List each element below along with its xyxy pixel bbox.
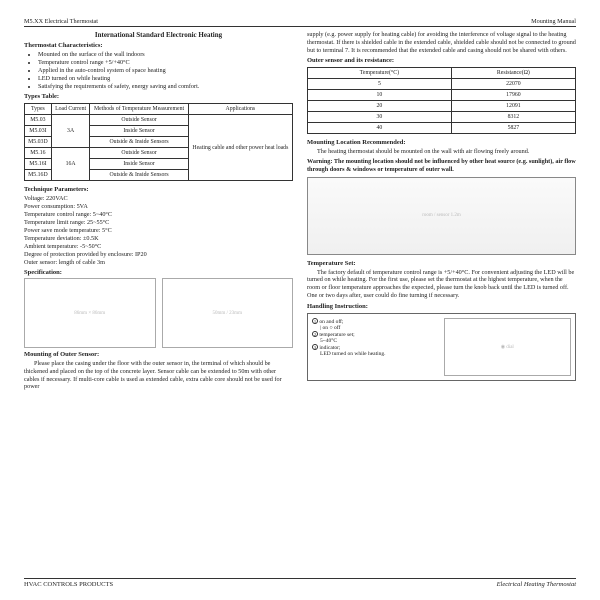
main-title: International Standard Electronic Heatin… [24, 31, 293, 39]
param: Temperature deviation: ±0.5K [24, 235, 293, 242]
td: Outside & Inside Sensors [90, 170, 188, 181]
header-right: Mounting Manual [531, 18, 576, 25]
tech-heading: Technique Parameters: [24, 186, 293, 193]
td: Outside Sensor [90, 115, 188, 126]
handling-heading: Handling Instruction: [307, 303, 576, 310]
td: 30 [308, 112, 452, 123]
mount-outer-heading: Mounting of Outer Sensor: [24, 351, 293, 358]
handling-text: 1 on and off; | on ○ off 2 temperature s… [312, 318, 438, 376]
td: 3A [51, 115, 90, 148]
th: Types [25, 104, 52, 115]
mount-loc-warning: Warning: The mounting location should no… [307, 158, 576, 174]
characteristics-list: Mounted on the surface of the wall indoo… [24, 51, 293, 90]
types-table: Types Load Current Methods of Temperatur… [24, 103, 293, 181]
list-item: Applied in the auto-control system of sp… [38, 67, 293, 74]
td: 17960 [451, 90, 575, 101]
resistance-table: Temperature(°C)Resistance(Ω) 522070 1017… [307, 67, 576, 134]
mount-outer-text: Please place the casing under the floor … [24, 360, 293, 391]
mount-loc-heading: Mounting Location Recommended: [307, 139, 576, 146]
td: Outside & Inside Sensors [90, 137, 188, 148]
num-icon: 2 [312, 331, 318, 337]
param: Voltage: 220VAC [24, 195, 293, 202]
param: Outer sensor: length of cable 3m [24, 259, 293, 266]
list-item: Satisfying the requirements of safety, e… [38, 83, 293, 90]
device-diagram: ◉ dial [444, 318, 572, 376]
handling-line: LED turned on while heating. [312, 351, 438, 357]
spec-heading: Specification: [24, 269, 293, 276]
handling-line: temperature set; [319, 332, 354, 338]
list-item: Mounted on the surface of the wall indoo… [38, 51, 293, 58]
tech-params: Voltage: 220VAC Power consumption: 5VA T… [24, 195, 293, 266]
room-diagram: room / sensor 1.2m [307, 177, 576, 255]
td: Outside Sensor [90, 148, 188, 159]
td: 22070 [451, 79, 575, 90]
th: Resistance(Ω) [451, 68, 575, 79]
spec-diagram-front: 86mm × 86mm [24, 278, 156, 348]
param: Power save mode temperature: 5°C [24, 227, 293, 234]
handling-line: indicator; [319, 345, 340, 351]
page-header: M5.XX Electrical Thermostat Mounting Man… [24, 18, 576, 27]
num-icon: 1 [312, 318, 318, 324]
page-footer: HVAC CONTROLS PRODUCTS Electrical Heatin… [24, 578, 576, 588]
spec-diagrams: 86mm × 86mm 50mm / 23mm [24, 278, 293, 348]
td: M5.03I [25, 126, 52, 137]
td: 40 [308, 123, 452, 134]
td: M5.03 [25, 115, 52, 126]
list-item: Temperature control range +5/+40°C [38, 59, 293, 66]
td: 5827 [451, 123, 575, 134]
param: Degree of protection provided by enclosu… [24, 251, 293, 258]
th: Applications [188, 104, 292, 115]
list-item: LED turned on while heating [38, 75, 293, 82]
handling-box: 1 on and off; | on ○ off 2 temperature s… [307, 313, 576, 381]
param: Temperature control range: 5~40°C [24, 211, 293, 218]
param: Ambient temperature: -5~50°C [24, 243, 293, 250]
footer-right: Electrical Heating Thermostat [497, 581, 576, 588]
td: 16A [51, 148, 90, 181]
right-column: supply (e.g. power supply for heating ca… [307, 31, 576, 393]
param: Power consumption: 5VA [24, 203, 293, 210]
td: M5.16 [25, 148, 52, 159]
footer-left: HVAC CONTROLS PRODUCTS [24, 581, 113, 588]
td: 10 [308, 90, 452, 101]
param: Temperature limit range: 25~55°C [24, 219, 293, 226]
td: 20 [308, 101, 452, 112]
resistance-heading: Outer sensor and its resistance: [307, 57, 576, 64]
left-column: International Standard Electronic Heatin… [24, 31, 293, 393]
td: M5.16D [25, 170, 52, 181]
td: Heating cable and other power heat loads [188, 115, 292, 181]
characteristics-heading: Thermostat Characteristics: [24, 42, 293, 49]
td: 5 [308, 79, 452, 90]
temp-set-heading: Temperature Set: [307, 260, 576, 267]
td: M5.03D [25, 137, 52, 148]
right-intro: supply (e.g. power supply for heating ca… [307, 31, 576, 54]
td: 8312 [451, 112, 575, 123]
num-icon: 3 [312, 344, 318, 350]
header-left: M5.XX Electrical Thermostat [24, 18, 98, 25]
spec-diagram-side: 50mm / 23mm [162, 278, 294, 348]
temp-set-text: The factory default of temperature contr… [307, 269, 576, 300]
mount-loc-text: The heating thermostat should be mounted… [307, 148, 576, 156]
td: 12091 [451, 101, 575, 112]
handling-line: on and off; [319, 319, 343, 325]
th: Temperature(°C) [308, 68, 452, 79]
td: M5.16I [25, 159, 52, 170]
th: Load Current [51, 104, 90, 115]
td: Inside Sensor [90, 159, 188, 170]
td: Inside Sensor [90, 126, 188, 137]
types-heading: Types Table: [24, 93, 293, 100]
th: Methods of Temperature Measurement [90, 104, 188, 115]
